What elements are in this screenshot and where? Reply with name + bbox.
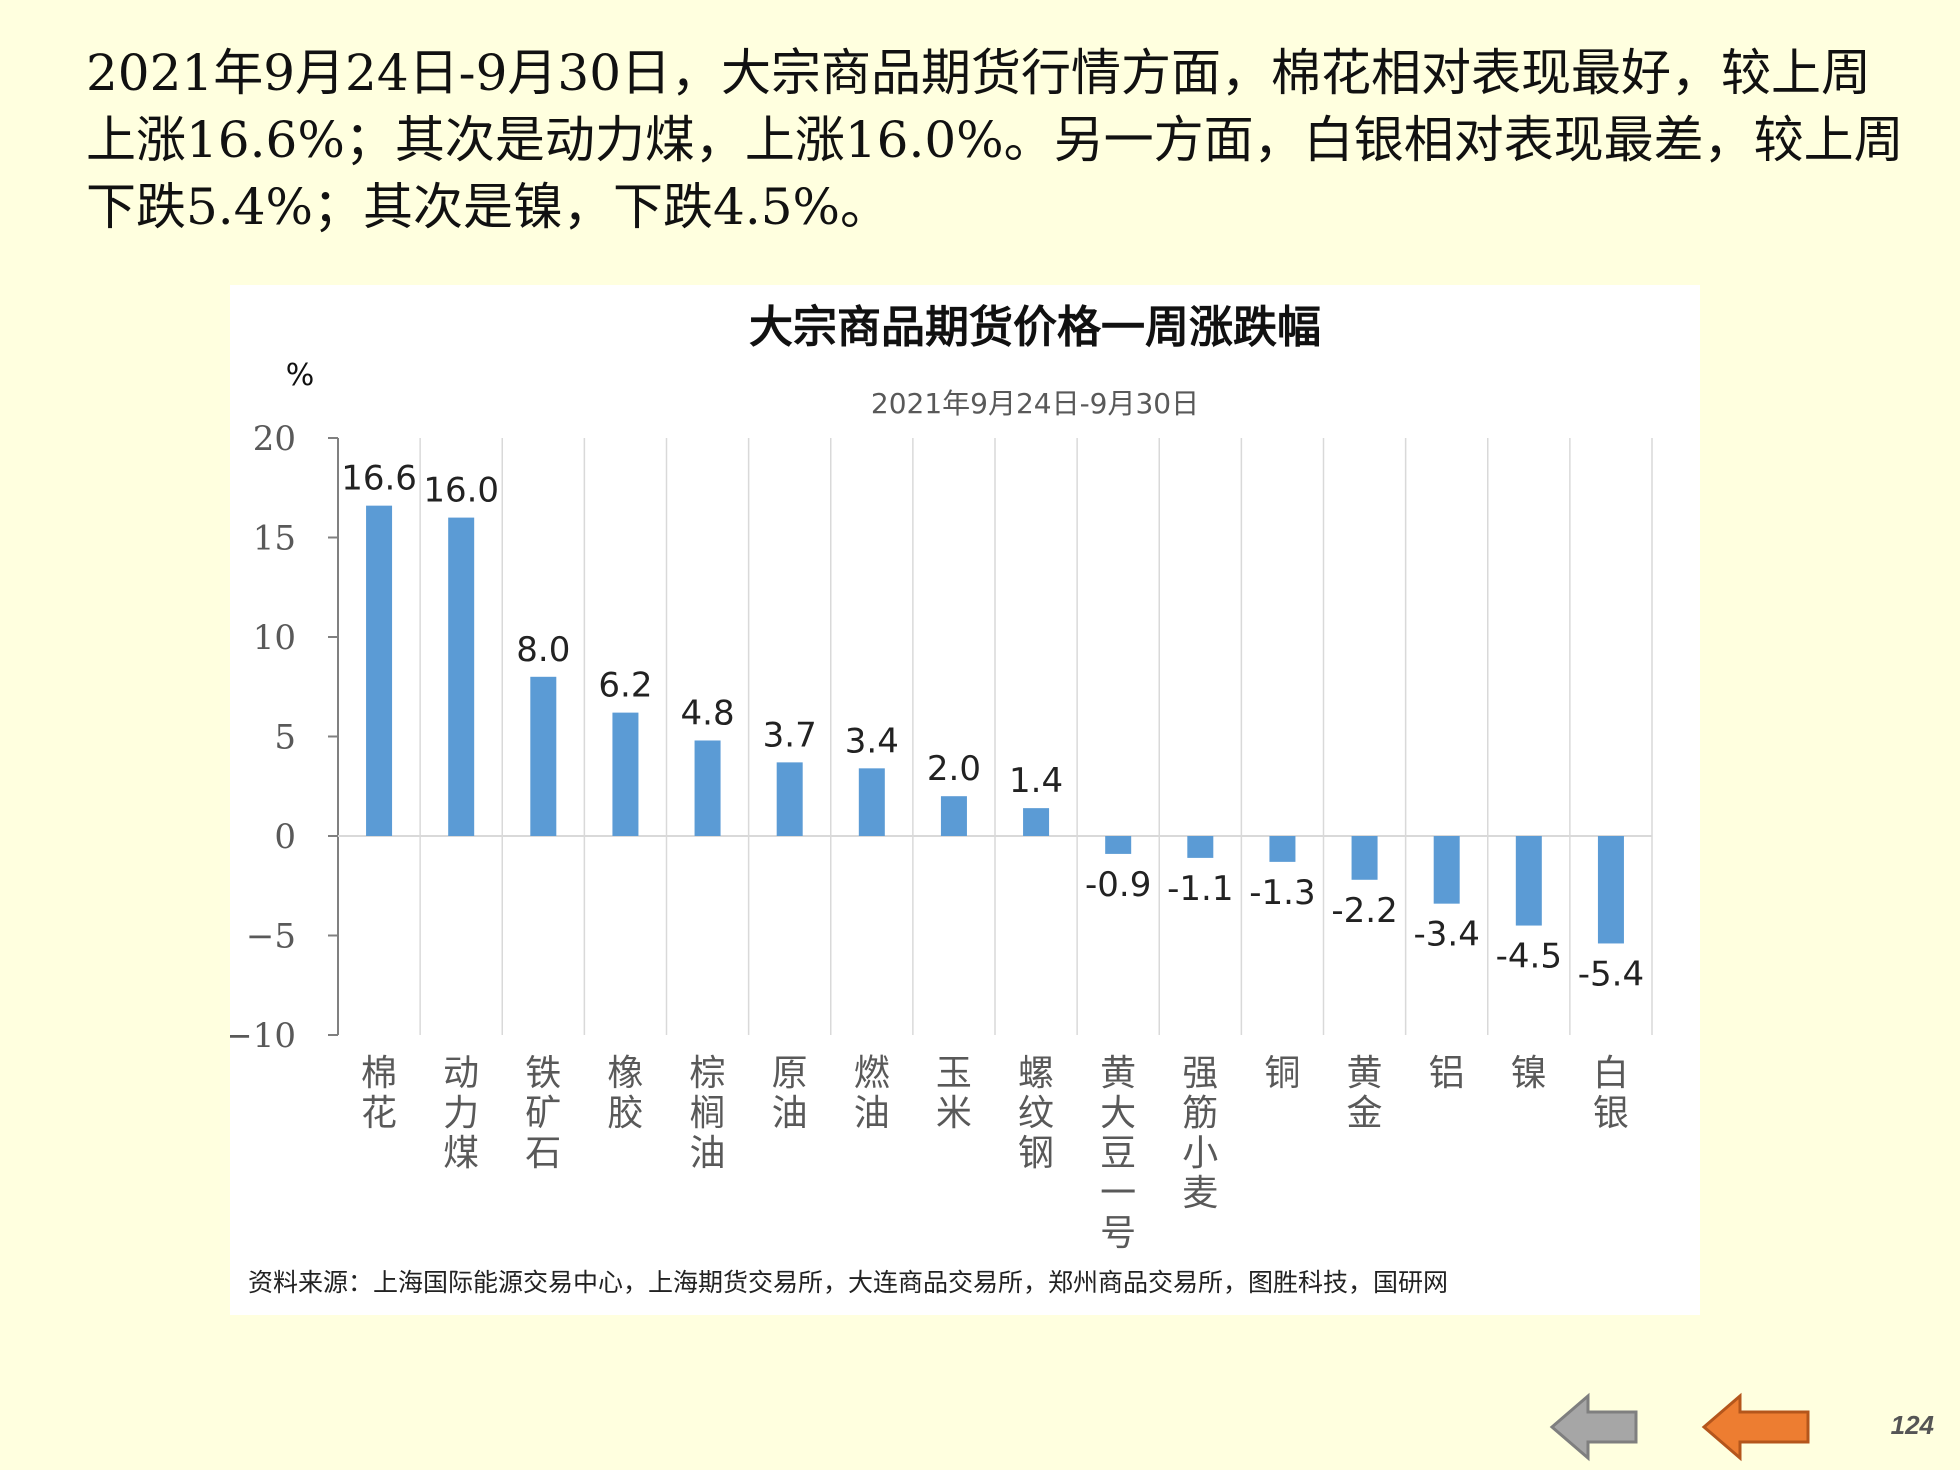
data-label: 16.6 [341, 459, 417, 499]
y-tick-label: 5 [274, 718, 296, 758]
data-label: 6.2 [598, 666, 652, 706]
x-tick-label: 大 [1100, 1093, 1136, 1134]
x-tick-label: 原 [772, 1053, 808, 1094]
x-tick-label: 强 [1182, 1053, 1218, 1094]
bar [1269, 836, 1296, 862]
x-tick-label: 铜 [1264, 1053, 1300, 1094]
x-tick-label: 小 [1182, 1133, 1218, 1174]
x-tick-label: 燃 [854, 1053, 890, 1094]
data-label: 3.7 [763, 715, 817, 755]
data-label: -4.5 [1496, 937, 1562, 977]
x-tick-label: 镍 [1511, 1053, 1547, 1094]
x-tick-label: 力 [443, 1093, 479, 1134]
data-label: -5.4 [1578, 954, 1644, 994]
x-tick-label: 榈 [690, 1093, 726, 1134]
y-tick-label: 15 [253, 519, 296, 559]
bar [612, 712, 639, 836]
chart-panel: 大宗商品期货价格一周涨跌幅 2021年9月24日-9月30日% 20 15 10 5 0 −5… [230, 285, 1700, 1315]
data-label: 4.8 [681, 693, 735, 733]
x-tick-label: 油 [772, 1093, 808, 1134]
x-tick-label: 矿 [525, 1093, 561, 1134]
bar [1597, 836, 1624, 944]
bar [776, 762, 803, 836]
bar [1105, 836, 1132, 854]
data-label: 8.0 [516, 630, 570, 670]
bar [940, 796, 967, 836]
y-tick-label: 0 [274, 817, 296, 857]
prev-arrow-icon [1701, 1392, 1810, 1462]
x-tick-label: 煤 [443, 1133, 479, 1174]
data-label: -0.9 [1085, 865, 1151, 905]
back-arrow-icon [1549, 1392, 1638, 1462]
y-tick-label: −5 [246, 917, 296, 957]
y-axis-unit-label: % [286, 358, 315, 393]
data-label: 2.0 [927, 749, 981, 789]
data-label: -2.2 [1331, 891, 1397, 931]
x-tick-label: 黄 [1347, 1053, 1383, 1094]
data-label: 3.4 [845, 721, 899, 761]
bar [366, 505, 393, 836]
x-tick-label: 钢 [1018, 1133, 1054, 1174]
x-tick-label: 筋 [1182, 1093, 1218, 1134]
bar-chart: 大宗商品期货价格一周涨跌幅 2021年9月24日-9月30日% 20 15 10 5 0 −5… [230, 302, 1653, 1254]
back-button[interactable] [1548, 1390, 1640, 1464]
x-tick-label: 胶 [607, 1093, 643, 1134]
x-tick-label: 动 [443, 1053, 479, 1094]
y-tick-label: 10 [253, 618, 296, 658]
bar [1433, 836, 1460, 904]
x-tick-label: 棕 [690, 1053, 726, 1094]
y-tick-label: 20 [253, 419, 296, 459]
x-tick-label: 玉 [936, 1053, 972, 1094]
bar [1351, 836, 1378, 880]
x-tick-label: 石 [525, 1133, 561, 1174]
x-tick-label: 米 [936, 1093, 972, 1134]
bar [530, 676, 557, 836]
x-tick-label: 黄 [1100, 1053, 1136, 1094]
bar [858, 768, 885, 836]
previous-button[interactable] [1700, 1390, 1812, 1464]
x-tick-label: 麦 [1182, 1173, 1218, 1214]
bar [1515, 836, 1542, 926]
x-tick-label: 油 [854, 1093, 890, 1134]
bar [1023, 808, 1050, 836]
x-tick-label: 白 [1593, 1053, 1629, 1094]
x-tick-label: 一 [1100, 1173, 1136, 1214]
data-label: 1.4 [1009, 761, 1063, 801]
data-label: 16.0 [423, 471, 499, 511]
x-tick-label: 油 [690, 1133, 726, 1174]
x-tick-label: 螺 [1018, 1053, 1054, 1094]
x-tick-label: 棉 [361, 1053, 397, 1094]
x-tick-label: 花 [361, 1093, 397, 1134]
x-tick-label: 银 [1593, 1093, 1629, 1134]
headline-text: 2021年9月24日-9月30日，大宗商品期货行情方面，棉花相对表现最好，较上周… [86, 44, 1904, 236]
chart-title: 大宗商品期货价格一周涨跌幅 [749, 302, 1321, 353]
chart-subtitle: 2021年9月24日-9月30日 [871, 387, 1199, 420]
bar [448, 517, 475, 836]
y-tick-label: −10 [230, 1016, 296, 1056]
bar [694, 740, 721, 836]
x-tick-label: 铁 [525, 1053, 561, 1094]
x-tick-label: 豆 [1100, 1133, 1136, 1174]
data-label: -1.1 [1167, 869, 1233, 909]
data-label: -3.4 [1414, 915, 1480, 955]
x-tick-label: 橡 [607, 1053, 643, 1094]
source-note: 资料来源：上海国际能源交易中心，上海期货交易所，大连商品交易所，郑州商品交易所，… [248, 1268, 1449, 1297]
x-tick-label: 号 [1100, 1213, 1136, 1254]
data-label: -1.3 [1249, 873, 1315, 913]
page-number: 124 [1890, 1410, 1934, 1440]
bar [1187, 836, 1214, 858]
x-tick-label: 铝 [1429, 1053, 1465, 1094]
x-tick-label: 金 [1347, 1093, 1383, 1134]
x-tick-label: 纹 [1018, 1093, 1054, 1134]
